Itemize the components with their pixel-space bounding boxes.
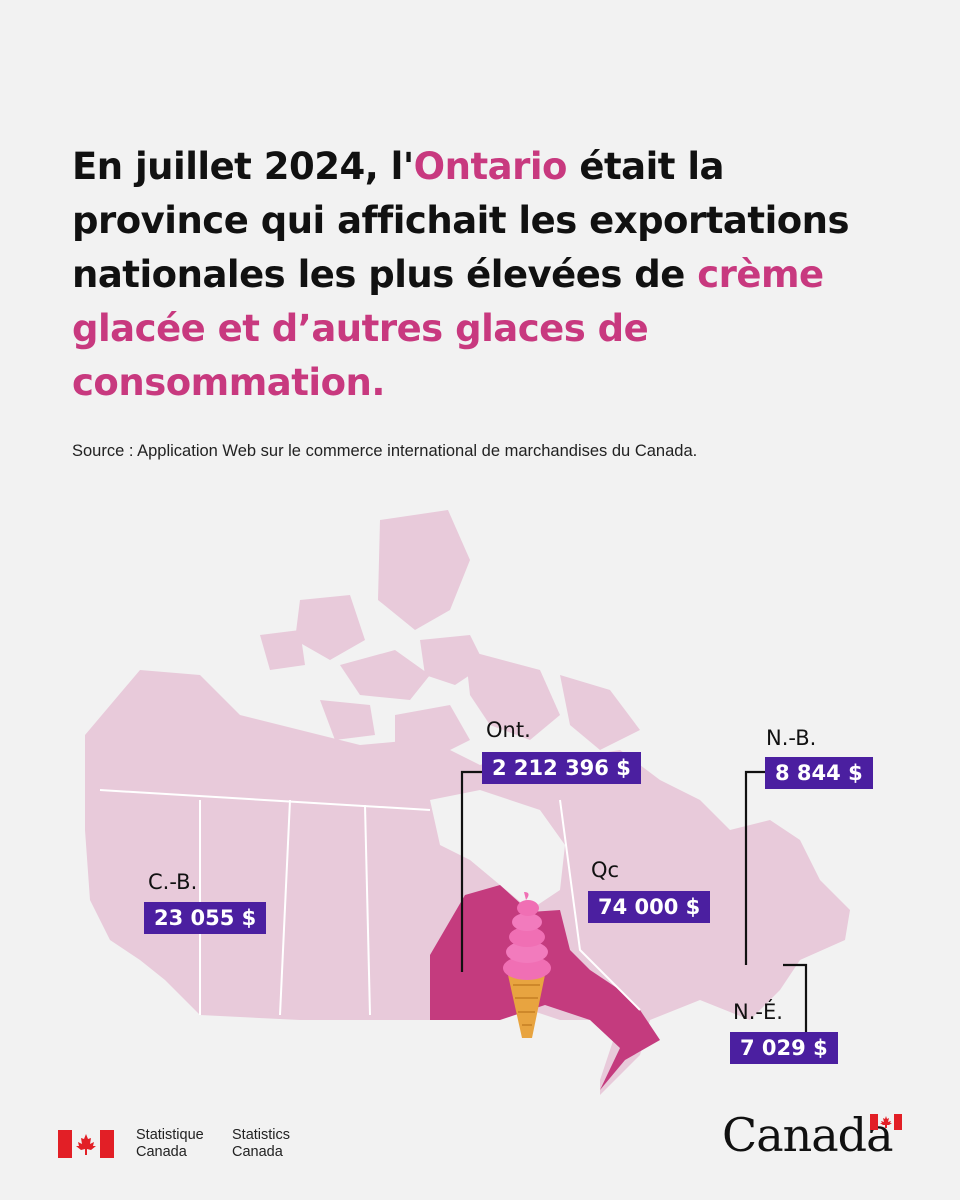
value-ontario: 2 212 396 $ bbox=[482, 752, 641, 784]
canada-flag-icon bbox=[58, 1130, 114, 1158]
ice-cream-cone-icon bbox=[503, 892, 551, 1038]
label-ontario: Ont. bbox=[486, 718, 531, 742]
leader-lines bbox=[460, 770, 808, 1040]
hudson-bay bbox=[430, 790, 565, 910]
agency-en-line1: Statistics bbox=[232, 1127, 291, 1143]
value-british-columbia: 23 055 $ bbox=[144, 902, 267, 934]
source-note: Source : Application Web sur le commerce… bbox=[72, 442, 698, 460]
headline-text-1: En juillet 2024, l' bbox=[72, 145, 414, 188]
label-new-brunswick: N.-B. bbox=[766, 726, 817, 750]
agency-name-en: Statistics Canada bbox=[232, 1127, 290, 1161]
agency-fr-line2: Canada bbox=[136, 1144, 187, 1160]
headline-highlight-product: crème glacée et d’autres glaces de conso… bbox=[72, 253, 824, 404]
value-nova-scotia: 7 029 $ bbox=[730, 1032, 838, 1064]
label-british-columbia: C.-B. bbox=[148, 870, 198, 894]
canada-wordmark: Canada bbox=[722, 1108, 894, 1162]
mainland bbox=[85, 670, 850, 1095]
label-nova-scotia: N.-É. bbox=[733, 1000, 783, 1024]
headline-text-2: était la province qui affichait les expo… bbox=[72, 145, 850, 296]
canada-map bbox=[85, 510, 850, 1095]
value-quebec: 74 000 $ bbox=[588, 891, 711, 923]
agency-en-line2: Canada bbox=[232, 1144, 283, 1160]
headline: En juillet 2024, l'Ontario était la prov… bbox=[72, 140, 912, 410]
agency-fr-line1: Statistique bbox=[136, 1127, 204, 1143]
label-quebec: Qc bbox=[591, 858, 620, 882]
arctic-islands bbox=[260, 510, 640, 760]
wordmark-flag-icon bbox=[870, 1114, 902, 1130]
ontario-region bbox=[430, 885, 660, 1090]
value-new-brunswick: 8 844 $ bbox=[765, 757, 873, 789]
agency-name-fr: Statistique Canada bbox=[136, 1127, 204, 1161]
headline-highlight-ontario: Ontario bbox=[413, 145, 568, 188]
